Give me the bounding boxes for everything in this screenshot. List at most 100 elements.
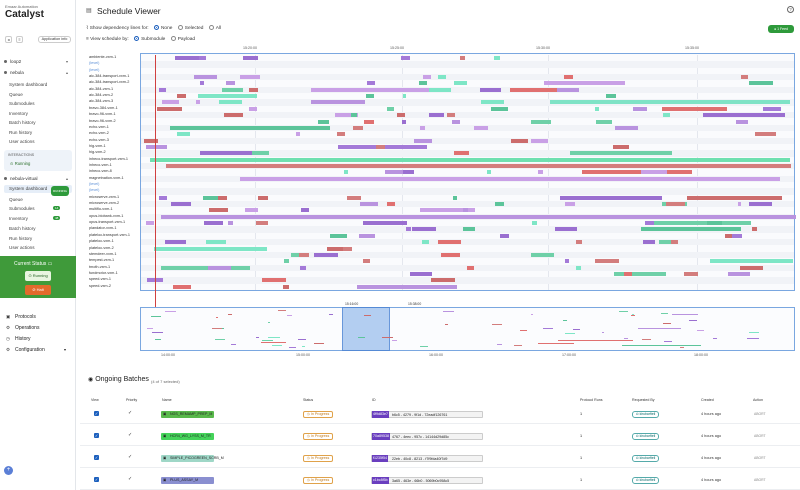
schedule-block[interactable] bbox=[575, 265, 582, 270]
schedule-block[interactable] bbox=[451, 119, 460, 124]
schedule-block[interactable] bbox=[684, 271, 698, 276]
batch-id[interactable]: c1bc8f5b 3a65 - 463e - 66b0 - 5069b0c958c… bbox=[371, 477, 483, 484]
schedule-block[interactable] bbox=[613, 144, 629, 149]
schedule-block[interactable] bbox=[422, 75, 431, 80]
minimap-selection[interactable] bbox=[342, 307, 390, 351]
schedule-block[interactable] bbox=[326, 246, 351, 251]
schedule-block[interactable] bbox=[419, 125, 425, 130]
help-icon[interactable]: ? bbox=[787, 6, 794, 13]
schedule-block[interactable] bbox=[258, 195, 268, 200]
schedule-block[interactable] bbox=[576, 240, 582, 245]
abort-button[interactable]: ABORT bbox=[754, 434, 766, 438]
schedule-block[interactable] bbox=[662, 113, 670, 118]
schedule-block[interactable] bbox=[199, 151, 253, 156]
schedule-block[interactable] bbox=[749, 202, 772, 207]
schedule-block[interactable] bbox=[239, 75, 260, 80]
schedule-block[interactable] bbox=[654, 221, 752, 226]
schedule-block[interactable] bbox=[146, 221, 155, 226]
schedule-block[interactable] bbox=[359, 233, 375, 238]
schedule-block[interactable] bbox=[412, 227, 436, 232]
schedule-block[interactable] bbox=[645, 221, 659, 226]
schedule-block[interactable] bbox=[158, 195, 167, 200]
schedule-block[interactable] bbox=[749, 81, 773, 86]
schedule-block[interactable] bbox=[531, 119, 552, 124]
sidebar-item-nv-queue[interactable]: Queue bbox=[9, 197, 23, 202]
schedule-block[interactable] bbox=[218, 195, 228, 200]
radio-selected[interactable] bbox=[177, 25, 183, 30]
sidebar-section-nebula-virtual[interactable]: nebula-virtual ▴ bbox=[4, 176, 74, 181]
schedule-block[interactable] bbox=[200, 81, 205, 86]
abort-button[interactable]: ABORT bbox=[754, 478, 766, 482]
schedule-block[interactable] bbox=[560, 195, 662, 200]
schedule-block[interactable] bbox=[418, 81, 428, 86]
schedule-block[interactable] bbox=[244, 208, 250, 213]
table-row[interactable]: ✓ ✓ ▣ HCR4_WG_LYSS_M_TR ◷ In Progress 70a8953… bbox=[80, 428, 800, 446]
schedule-block[interactable] bbox=[387, 106, 395, 111]
schedule-block[interactable] bbox=[658, 240, 671, 245]
table-row[interactable]: ✓ ✓ ▣ PLUS_ASSAY_M ◷ In Progress c1bc8f5b 3a65… bbox=[80, 472, 800, 490]
sidebar-item-nv-submodules[interactable]: Submodules 14 bbox=[9, 206, 61, 211]
schedule-block[interactable] bbox=[544, 81, 625, 86]
nav-operations[interactable]: ⚙ Operations bbox=[6, 325, 40, 331]
schedule-block[interactable] bbox=[409, 271, 433, 276]
schedule-block[interactable] bbox=[467, 265, 475, 270]
schedule-block[interactable] bbox=[165, 240, 187, 245]
collapse-icon[interactable]: ≡ bbox=[16, 36, 23, 43]
schedule-block[interactable] bbox=[494, 202, 505, 207]
schedule-block[interactable] bbox=[441, 252, 461, 257]
schedule-block[interactable] bbox=[531, 252, 555, 257]
schedule-block[interactable] bbox=[350, 113, 358, 118]
schedule-block[interactable] bbox=[157, 106, 182, 111]
batch-id[interactable]: f1235f54 22eb - 40c8 - 8213 - f7f9fda40f7… bbox=[371, 455, 483, 462]
schedule-block[interactable] bbox=[737, 202, 741, 207]
schedule-block[interactable] bbox=[662, 106, 728, 111]
schedule-block[interactable] bbox=[754, 132, 776, 137]
schedule-block[interactable] bbox=[724, 233, 732, 238]
sidebar-item-nv-system-dashboard[interactable]: System dashboard RUNNING bbox=[4, 185, 72, 196]
schedule-block[interactable] bbox=[197, 94, 258, 99]
schedule-block[interactable] bbox=[195, 100, 201, 105]
schedule-block[interactable] bbox=[362, 259, 371, 264]
schedule-block[interactable] bbox=[290, 252, 300, 257]
sidebar-item-nv-run-history[interactable]: Run history bbox=[9, 236, 33, 241]
sidebar-item-batch-history[interactable]: Batch history bbox=[9, 120, 36, 125]
schedule-block[interactable] bbox=[751, 227, 757, 232]
view-checkbox[interactable]: ✓ bbox=[94, 455, 99, 460]
schedule-block[interactable] bbox=[429, 87, 452, 92]
schedule-block[interactable] bbox=[402, 170, 415, 175]
schedule-block[interactable] bbox=[623, 271, 632, 276]
schedule-block[interactable] bbox=[702, 113, 786, 118]
radio-submodule[interactable] bbox=[134, 36, 140, 41]
schedule-block[interactable] bbox=[643, 240, 656, 245]
schedule-block[interactable] bbox=[595, 259, 619, 264]
schedule-block[interactable] bbox=[556, 87, 579, 92]
schedule-block[interactable] bbox=[666, 202, 686, 207]
schedule-block[interactable] bbox=[261, 278, 286, 283]
schedule-block[interactable] bbox=[473, 125, 489, 130]
sidebar-item-submodules[interactable]: Submodules bbox=[9, 101, 35, 106]
schedule-block[interactable] bbox=[596, 119, 613, 124]
schedule-block[interactable] bbox=[170, 125, 330, 130]
sidebar-item-nv-inventory[interactable]: Inventory 48 bbox=[9, 216, 61, 221]
schedule-block[interactable] bbox=[736, 119, 748, 124]
schedule-block[interactable] bbox=[294, 252, 310, 257]
schedule-block[interactable] bbox=[481, 100, 505, 105]
schedule-block[interactable] bbox=[385, 170, 409, 175]
schedule-block[interactable] bbox=[159, 87, 166, 92]
sidebar-item-nv-batch-history[interactable]: Batch history bbox=[9, 226, 36, 231]
schedule-block[interactable] bbox=[460, 56, 466, 60]
schedule-timeline[interactable]: 15:20:00 15:25:00 15:30:00 15:35:00 ambiente… bbox=[80, 0, 800, 370]
radio-all[interactable] bbox=[208, 25, 214, 30]
schedule-block[interactable] bbox=[366, 94, 375, 99]
schedule-block[interactable] bbox=[405, 227, 412, 232]
schedule-block[interactable] bbox=[403, 94, 407, 99]
nav-configuration[interactable]: ⚙ Configuration ▾ bbox=[6, 347, 67, 353]
batch-name-chip[interactable]: ▣ HCR4_WG_LYSS_M_TR bbox=[161, 433, 214, 440]
schedule-block[interactable] bbox=[176, 94, 186, 99]
schedule-block[interactable] bbox=[144, 138, 158, 143]
schedule-block[interactable] bbox=[709, 259, 793, 264]
batch-id[interactable]: 4f9d83e7 b6c5 - 4279 - 9f1d - 72eadf12676… bbox=[371, 411, 483, 418]
schedule-block[interactable] bbox=[725, 233, 743, 238]
schedule-block[interactable] bbox=[595, 106, 600, 111]
schedule-block[interactable] bbox=[668, 240, 679, 245]
